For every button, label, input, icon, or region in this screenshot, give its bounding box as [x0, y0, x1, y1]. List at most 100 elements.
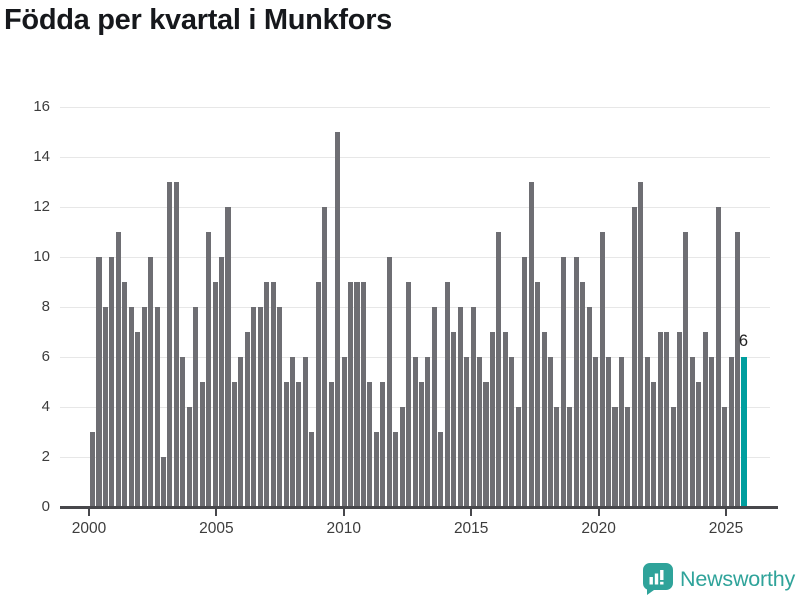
bar-2019-q2: [586, 307, 592, 507]
bar-2021-q1: [631, 207, 637, 507]
bar-2010-q4: [367, 382, 373, 507]
bar-2014-q1: [451, 332, 457, 507]
x-axis-label-2010: 2010: [326, 520, 362, 537]
x-tick-2015: [470, 508, 473, 516]
bar-2008-q4: [315, 282, 321, 507]
bar-2002-q4: [160, 457, 167, 507]
bar-2002-q3: [154, 307, 160, 507]
bar-2004-q2: [199, 382, 205, 507]
bar-2021-q4: [651, 382, 657, 507]
bar-2005-q2: [225, 207, 231, 507]
bar-2009-q1: [322, 207, 328, 507]
y-axis-label-6: 6: [41, 348, 50, 365]
bar-2007-q3: [283, 382, 289, 507]
bar-2011-q2: [380, 382, 386, 507]
bar-2008-q1: [296, 382, 302, 507]
bar-2015-q2: [483, 382, 489, 507]
bar-2017-q1: [528, 182, 534, 507]
bar-2022-q1: [657, 332, 663, 507]
newsworthy-bars-bubble-icon: [643, 563, 673, 595]
bar-2004-q4: [212, 282, 218, 507]
bar-2023-q3: [696, 382, 702, 507]
bar-2003-q1: [167, 182, 173, 507]
bar-2016-q2: [509, 357, 515, 507]
bar-2008-q3: [309, 432, 315, 507]
bar-2015-q3: [489, 332, 495, 507]
bar-2015-q1: [477, 357, 483, 507]
bar-2024-q2: [715, 207, 721, 507]
bar-2017-q4: [547, 357, 554, 507]
bar-2013-q4: [444, 282, 450, 507]
bar-2022-q4: [676, 332, 683, 507]
bar-2023-q1: [683, 232, 689, 507]
bar-2000-q1: [90, 432, 96, 507]
bar-2009-q2: [328, 382, 334, 507]
bar-2024-q4: [728, 357, 734, 507]
gridline-y-16: [60, 107, 770, 108]
bar-2019-q1: [580, 282, 586, 507]
bar-2012-q1: [399, 407, 405, 507]
y-axis-label-8: 8: [41, 298, 50, 315]
bar-2019-q4: [599, 232, 605, 507]
bar-2015-q4: [496, 232, 502, 507]
y-axis-label-4: 4: [41, 398, 50, 415]
bar-2018-q3: [567, 407, 573, 507]
y-axis-label-10: 10: [33, 248, 50, 265]
bar-2004-q3: [206, 232, 212, 507]
bar-2021-q2: [638, 182, 644, 507]
y-axis-label-2: 2: [41, 448, 50, 465]
bar-2001-q3: [128, 307, 134, 507]
bar-2017-q3: [541, 332, 547, 507]
bar-2006-q1: [244, 332, 250, 507]
bar-2005-q1: [219, 257, 225, 507]
bar-2001-q1: [115, 232, 121, 507]
bar-2016-q4: [522, 257, 528, 507]
bar-2004-q1: [193, 307, 199, 507]
bar-2010-q2: [354, 282, 360, 507]
bar-2014-q4: [470, 307, 476, 507]
bar-2014-q3: [464, 357, 470, 507]
bar-2002-q2: [148, 257, 154, 507]
bar-2007-q2: [277, 307, 283, 507]
bar-2010-q1: [348, 282, 354, 507]
bar-2005-q4: [238, 357, 244, 507]
gridline-y-10: [60, 257, 770, 258]
bar-2012-q3: [412, 357, 418, 507]
gridline-y-14: [60, 157, 770, 158]
bar-2020-q2: [612, 407, 618, 507]
x-axis-label-2000: 2000: [71, 520, 107, 537]
bar-2007-q4: [289, 357, 296, 507]
latest-value-label: 6: [738, 332, 749, 350]
y-axis-label-14: 14: [33, 148, 50, 165]
bar-2018-q2: [560, 257, 566, 507]
bar-2020-q1: [606, 357, 612, 507]
x-axis-label-2020: 2020: [581, 520, 616, 537]
bar-2000-q2: [96, 257, 102, 507]
gridline-y-12: [60, 207, 770, 208]
x-axis-line: [60, 506, 778, 509]
y-axis-label-0: 0: [41, 498, 50, 515]
bar-2014-q2: [457, 307, 463, 507]
bar-2023-q4: [702, 332, 708, 507]
bar-2020-q3: [618, 357, 624, 507]
bar-2023-q2: [689, 357, 695, 507]
x-axis-label-2025: 2025: [708, 520, 744, 537]
gridline-y-8: [60, 307, 770, 308]
newsworthy-logo[interactable]: Newsworthy: [643, 563, 795, 595]
bar-2012-q4: [418, 382, 425, 507]
bar-2022-q2: [664, 332, 670, 507]
bar-2012-q2: [406, 282, 412, 507]
y-axis-label-16: 16: [33, 98, 50, 115]
bar-2024-q1: [709, 357, 715, 507]
bar-2021-q3: [644, 357, 650, 507]
bar-2001-q4: [135, 332, 141, 507]
bar-2001-q2: [122, 282, 128, 507]
newsworthy-wordmark: Newsworthy: [680, 566, 796, 591]
chart-title: Födda per kvartal i Munkfors: [4, 4, 393, 36]
bar-2011-q1: [373, 432, 379, 507]
bar-2003-q2: [173, 182, 179, 507]
bar-2025-q2: [741, 357, 747, 507]
bar-2002-q1: [141, 307, 147, 507]
bar-2000-q3: [102, 307, 108, 507]
